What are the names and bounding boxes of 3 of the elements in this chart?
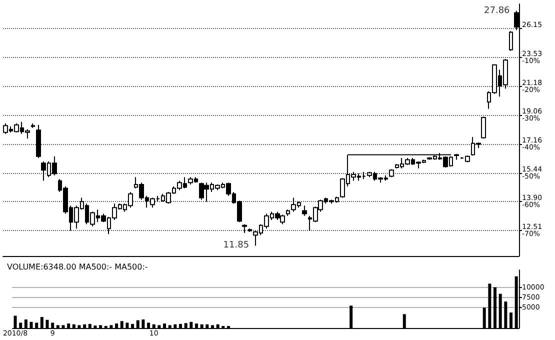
annotation: 11.85 <box>223 240 250 250</box>
chart-title: VOLUME:6348.00 MA500:- MA500:- <box>7 262 148 272</box>
annotation: 27.86 <box>484 6 510 16</box>
